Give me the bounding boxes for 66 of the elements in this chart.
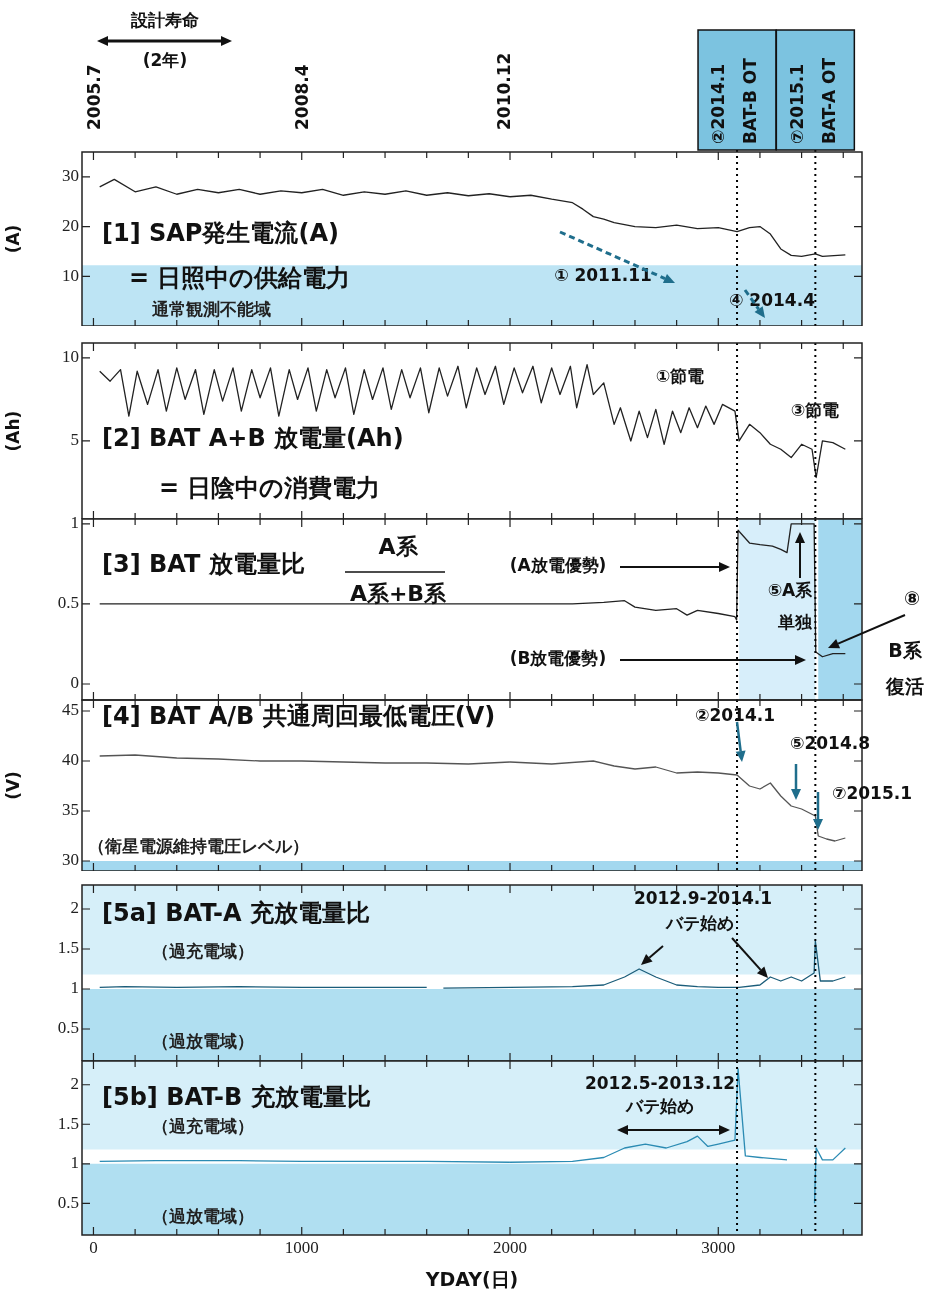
y-tick-label: 30 <box>62 850 79 870</box>
y-tick-label: 10 <box>62 265 79 285</box>
annotation: A系+B系 <box>349 580 448 606</box>
y-tick-label: 5 <box>70 430 79 450</box>
annotation: ⑤A系 <box>767 580 814 601</box>
band-label: （衛星電源維持電圧レベル） <box>88 836 309 857</box>
x-axis-title: YDAY(日) <box>424 1267 519 1290</box>
text: [5a] BAT-A 充放電量比 <box>102 899 370 928</box>
x-tick-label: 3000 <box>701 1237 736 1257</box>
annotation: (B放電優勢) <box>509 648 607 669</box>
text: [3] BAT 放電量比 <box>102 550 305 579</box>
y-tick-label: 0.5 <box>57 593 79 613</box>
y-tick-label: 10 <box>62 347 79 367</box>
ref-line-label: ②2014.1 BAT-B OT <box>708 57 761 144</box>
annotation: ①節電 <box>655 366 705 387</box>
y-tick-label: 2 <box>70 898 79 918</box>
text: [2] BAT A+B 放電量(Ah) <box>102 424 404 453</box>
y-tick-label: 2 <box>70 1074 79 1094</box>
y-tick-label: 1.5 <box>57 938 79 958</box>
y-axis-title: (A) <box>2 224 23 254</box>
text: 復活 <box>885 674 924 697</box>
annotation: 2012.9-2014.1 <box>633 888 773 909</box>
annotation: ① 2011.11 <box>554 265 652 286</box>
y-tick-label: 30 <box>62 166 79 186</box>
annotation: バテ始め <box>665 913 734 934</box>
y-tick-label: 40 <box>62 750 79 770</box>
y-tick-label: 0.5 <box>57 1192 79 1212</box>
band-label: （過充電域） <box>152 940 254 961</box>
y-tick-label: 0 <box>70 673 79 693</box>
y-axis-title: (Ah) <box>2 410 23 452</box>
y-tick-label: 1 <box>70 1153 79 1173</box>
text: B系 <box>888 638 923 661</box>
y-tick-label: 0.5 <box>57 1018 79 1038</box>
text: ⑧ <box>903 586 921 609</box>
band-label: （過放電域） <box>152 1031 254 1052</box>
y-tick-label: 1 <box>70 513 79 533</box>
annotation: (A放電優勢) <box>509 555 607 576</box>
annotation: 単独 <box>777 612 813 633</box>
y-tick-label: 1 <box>70 978 79 998</box>
annotation: ③節電 <box>790 400 840 421</box>
text: [1] SAP発生電流(A) <box>102 219 339 248</box>
text: [5b] BAT-B 充放電量比 <box>102 1083 371 1112</box>
y-axis-title: (V) <box>2 771 23 800</box>
band-label: （過放電域） <box>152 1205 254 1226</box>
y-tick-label: 20 <box>62 216 79 236</box>
x2-tick-label: 2010.12 <box>493 52 514 130</box>
text: = 日陰中の消費電力 <box>159 474 381 503</box>
x-tick-label: 0 <box>89 1237 98 1257</box>
annotation: ④ 2014.4 <box>729 290 816 311</box>
ref-line-label: ⑦2015.1 BAT-A OT <box>786 57 839 144</box>
annotation: ②2014.1 <box>695 705 775 726</box>
x2-tick-label: 2005.7 <box>83 64 104 130</box>
annotation: バテ始め <box>625 1096 694 1117</box>
x2-tick-label: 2008.4 <box>291 64 312 130</box>
chart-title: [4] BAT A/B 共通周回最低電圧(V) <box>102 702 496 731</box>
text: 設計寿命 (2年) <box>130 10 199 71</box>
annotation: A系 <box>378 533 419 559</box>
y-tick-label: 1.5 <box>57 1113 79 1133</box>
band-label: （過充電域） <box>152 1115 254 1136</box>
band-label: 通常観測不能域 <box>151 299 271 320</box>
x-tick-label: 1000 <box>284 1237 319 1257</box>
text: = 日照中の供給電力 <box>129 264 351 293</box>
annotation: 2012.5-2013.12 <box>584 1073 736 1094</box>
y-tick-label: 45 <box>62 700 79 720</box>
y-tick-label: 35 <box>62 800 79 820</box>
x-tick-label: 2000 <box>493 1237 528 1257</box>
